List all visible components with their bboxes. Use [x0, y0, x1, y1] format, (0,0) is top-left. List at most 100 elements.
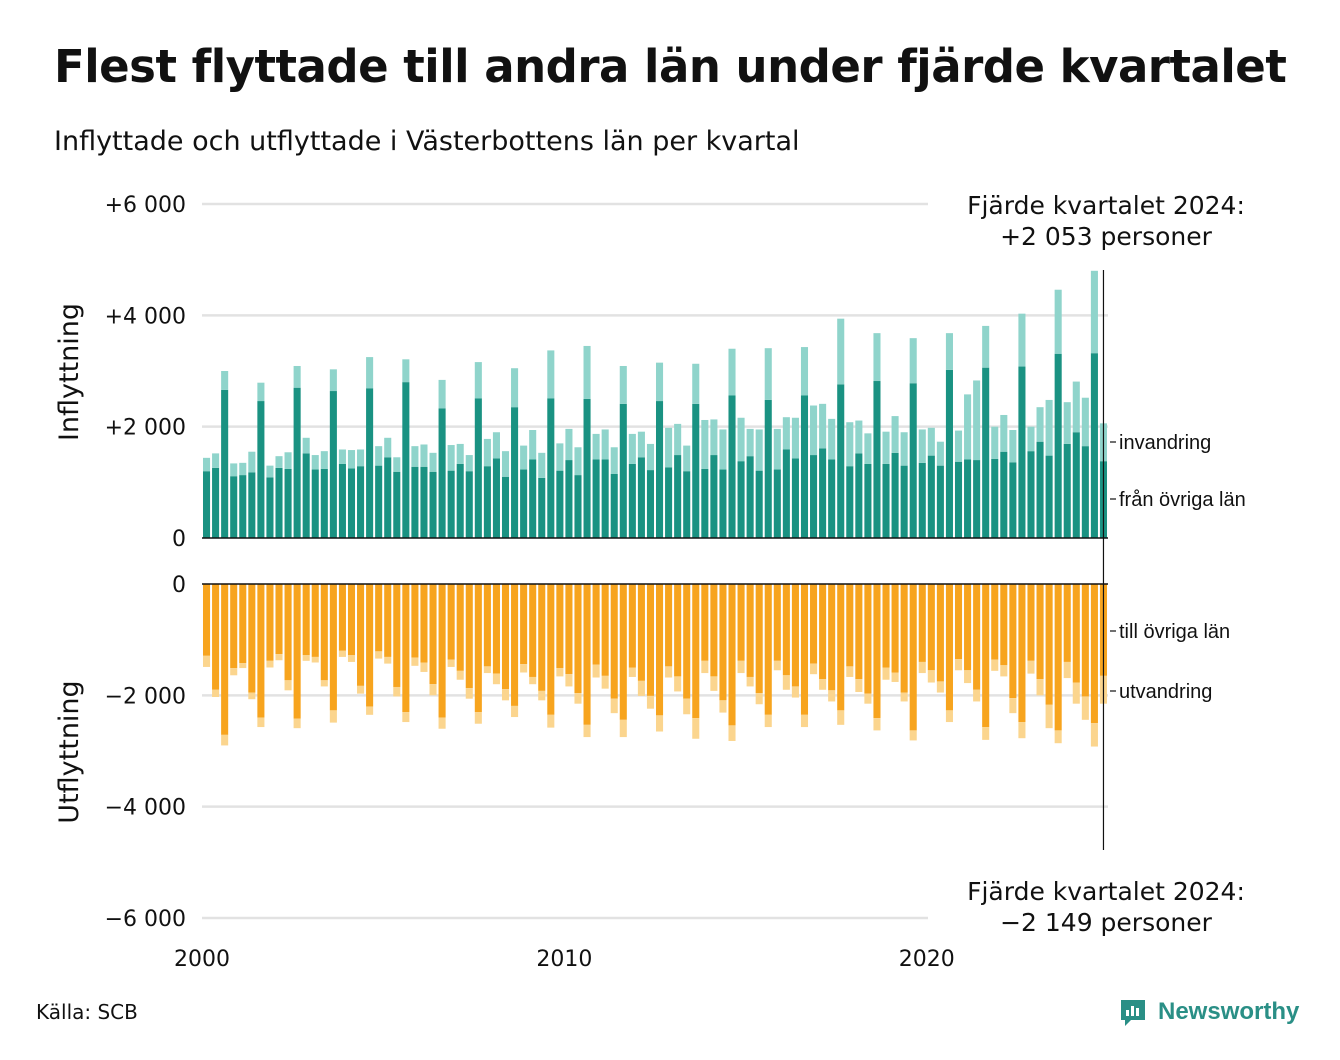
bar-in-immigration [248, 451, 256, 473]
bar-chart-speech-bubble-icon [1121, 1000, 1145, 1026]
bar-in-domestic [728, 395, 736, 538]
bar-in-immigration [710, 419, 718, 456]
bar-out-emigration [692, 718, 700, 739]
bar-out-emigration [882, 667, 890, 680]
bar-in-domestic [465, 471, 473, 538]
bar-in-immigration [909, 338, 917, 384]
bar-in-domestic [655, 401, 664, 538]
bar-in-immigration [429, 452, 437, 472]
bar-in-domestic [755, 470, 763, 538]
bar-in-immigration [882, 431, 890, 464]
bar-out-domestic [837, 584, 845, 711]
bar-out-emigration [1072, 682, 1080, 704]
bar-out-domestic [773, 584, 781, 661]
bar-in-immigration [782, 417, 790, 450]
bar-out-domestic [556, 584, 564, 669]
bar-out-emigration [547, 714, 555, 728]
bar-in-domestic [411, 466, 419, 538]
bar-in-domestic [701, 468, 709, 538]
bar-out-domestic [810, 584, 818, 664]
bar-out-domestic [1054, 584, 1062, 731]
bar-out-emigration [474, 712, 482, 724]
bar-out-emigration [864, 693, 872, 704]
bar-in-domestic [692, 403, 700, 538]
bar-out-domestic [347, 584, 356, 656]
bar-out-emigration [646, 695, 655, 709]
y-tick-label: 0 [172, 527, 186, 552]
y-tick-label: +4 000 [105, 304, 186, 329]
bar-in-domestic [302, 453, 310, 538]
bar-out-emigration [456, 670, 464, 680]
bar-out-emigration [402, 712, 410, 723]
bar-in-domestic [202, 471, 211, 538]
bar-out-domestic [411, 584, 419, 658]
bar-out-emigration [420, 662, 428, 672]
bar-in-immigration [900, 432, 908, 466]
bar-out-domestic [737, 584, 745, 661]
bar-out-domestic [492, 584, 500, 674]
bar-in-domestic [610, 473, 618, 538]
bar-out-domestic [574, 584, 582, 694]
bar-out-emigration [230, 668, 238, 676]
bar-in-domestic [420, 466, 428, 538]
brand-name: Newsworthy [1158, 998, 1300, 1025]
bar-out-domestic [683, 584, 691, 699]
bar-out-emigration [791, 686, 799, 698]
bar-out-domestic [565, 584, 573, 675]
bar-out-emigration [819, 679, 827, 690]
bar-in-domestic [538, 477, 546, 538]
bar-in-immigration [819, 403, 827, 449]
bar-out-domestic [538, 584, 546, 691]
bar-in-domestic [891, 452, 899, 538]
bar-out-domestic [628, 584, 636, 668]
bar-in-domestic [665, 467, 673, 538]
brand-logo[interactable]: Newsworthy [1118, 994, 1299, 1030]
bar-in-immigration [592, 433, 600, 460]
bar-in-immigration [891, 416, 899, 453]
bar-in-domestic [810, 455, 818, 538]
bar-in-immigration [936, 441, 944, 466]
bar-in-domestic [746, 456, 754, 538]
bar-in-immigration [456, 443, 464, 464]
series-label: till övriga län [1119, 621, 1230, 643]
bar-out-domestic [791, 584, 799, 687]
bar-out-domestic [918, 584, 926, 662]
bar-out-domestic [384, 584, 392, 657]
bar-out-emigration [909, 730, 917, 741]
bar-in-immigration [764, 348, 772, 400]
bar-out-domestic [320, 584, 328, 681]
bar-out-domestic [619, 584, 627, 720]
bar-out-domestic [701, 584, 709, 661]
bar-out-domestic [909, 584, 917, 731]
bar-in-domestic [719, 469, 727, 538]
bar-out-domestic [266, 584, 274, 661]
bar-out-emigration [719, 700, 727, 713]
bar-out-emigration [927, 670, 935, 683]
bar-out-emigration [384, 656, 392, 664]
bar-out-emigration [683, 698, 691, 715]
bar-out-domestic [529, 584, 537, 677]
bar-out-domestic [782, 584, 790, 676]
bar-out-emigration [782, 675, 790, 690]
page-title: Flest flyttade till andra län under fjär… [54, 40, 1287, 93]
bar-in-domestic [1000, 451, 1008, 538]
bar-out-emigration [855, 679, 863, 692]
bar-in-domestic [230, 476, 238, 538]
bar-out-emigration [212, 689, 220, 698]
bar-out-domestic [800, 584, 809, 715]
bar-out-domestic [511, 584, 519, 706]
bar-in-immigration [954, 430, 963, 462]
bar-out-domestic [212, 584, 220, 690]
bar-in-immigration [610, 447, 618, 474]
bar-out-emigration [945, 710, 953, 723]
bar-in-domestic [1027, 451, 1035, 538]
bar-in-domestic [284, 468, 292, 538]
bar-out-domestic [646, 584, 655, 696]
bar-in-domestic [683, 471, 691, 538]
bar-in-immigration [293, 365, 301, 388]
bar-out-emigration [574, 693, 582, 704]
bar-in-immigration [239, 462, 247, 476]
bar-out-domestic [302, 584, 310, 656]
bar-out-emigration [674, 676, 682, 692]
bar-out-emigration [1045, 704, 1053, 729]
